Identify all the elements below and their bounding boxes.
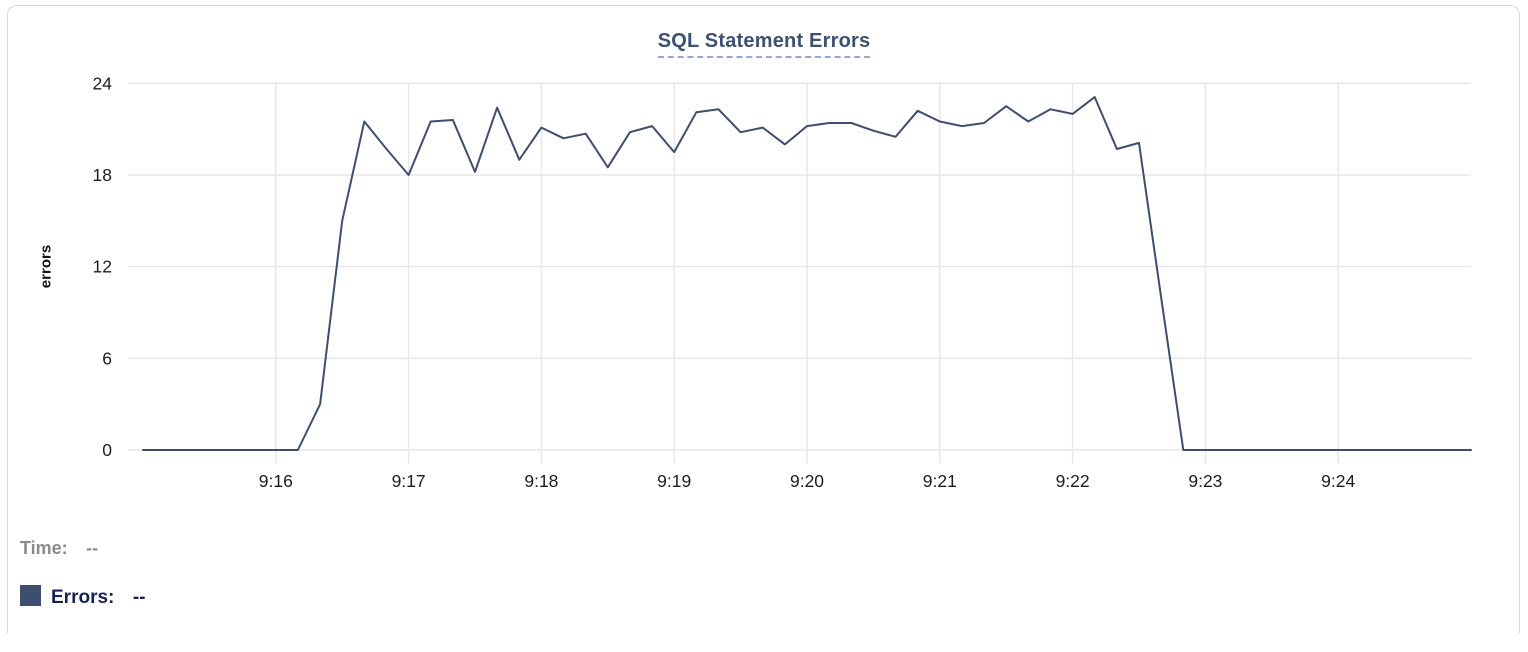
errors-line-chart[interactable]: 0 6 12 18 24 9:16 9:17 9:18 9:19 9:20 9:21 9:22 9:23…: [0, 0, 1528, 510]
chart-title[interactable]: SQL Statement Errors: [657, 30, 871, 58]
legend-row-time: Time: --: [20, 538, 98, 559]
legend-errors-label: Errors:: [51, 587, 115, 608]
y-tick-label: 18: [93, 165, 112, 185]
y-tick-label: 0: [102, 440, 112, 460]
x-tick-label: 9:19: [657, 471, 691, 491]
legend-errors-value: --: [132, 587, 146, 608]
errors-line: [142, 96, 1472, 451]
y-tick-label: 24: [93, 73, 113, 93]
x-tick-label: 9:21: [923, 471, 957, 491]
chart-card: [7, 5, 1520, 633]
legend-time-label: Time:: [20, 538, 68, 558]
legend-time-value: --: [86, 538, 99, 558]
y-tick-label: 6: [102, 348, 112, 368]
x-tick-label: 9:22: [1056, 471, 1090, 491]
y-tick-label: 12: [93, 257, 112, 277]
x-tick-label: 9:20: [790, 471, 824, 491]
x-tick-label: 9:23: [1188, 471, 1222, 491]
x-tick-label: 9:17: [392, 471, 426, 491]
x-tick-label: 9:16: [259, 471, 293, 491]
errors-series-swatch-icon: [20, 585, 41, 606]
chart-header: SQL Statement Errors: [0, 30, 1528, 58]
legend-row-errors: Errors: --: [20, 585, 145, 609]
x-tick-label: 9:24: [1321, 471, 1355, 491]
x-tick-label: 9:18: [524, 471, 558, 491]
